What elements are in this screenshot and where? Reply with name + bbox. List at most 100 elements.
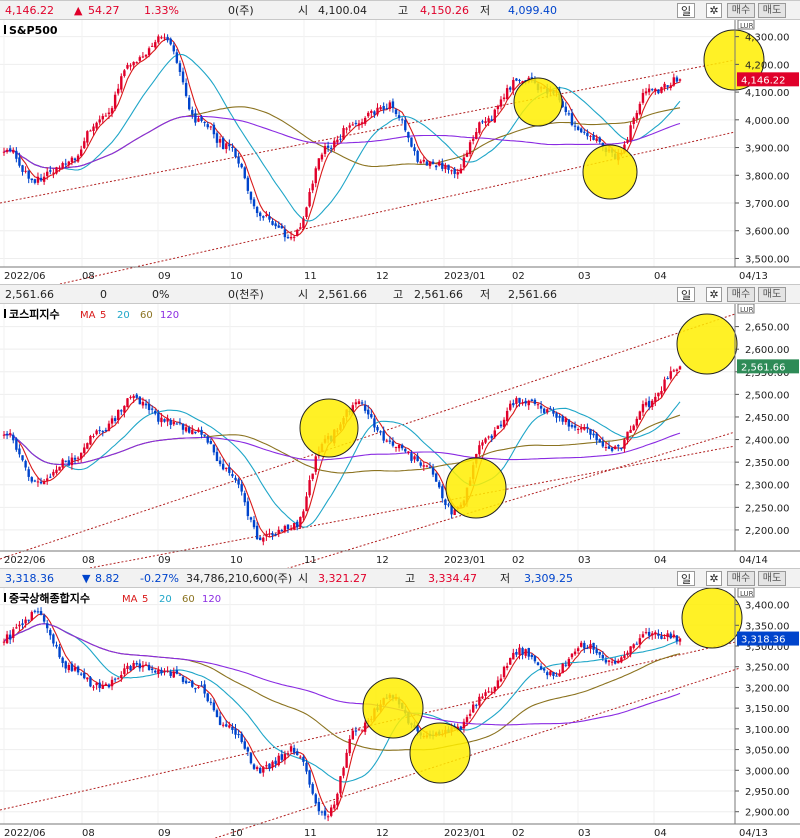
- candle-body: [197, 686, 200, 688]
- candle-body: [58, 466, 61, 471]
- candle-body: [286, 237, 290, 239]
- sell-button[interactable]: 매도: [758, 287, 786, 302]
- candle-body: [104, 429, 108, 432]
- y-tick-label: 2,350.00: [745, 458, 790, 469]
- period-selector[interactable]: 일: [677, 287, 696, 302]
- candle-body: [407, 132, 410, 138]
- candle-body: [280, 530, 284, 532]
- candle-body: [141, 401, 145, 406]
- candle-body: [218, 716, 222, 725]
- candle-body: [286, 524, 290, 529]
- candle-body: [604, 659, 608, 663]
- candle-body: [552, 672, 555, 676]
- settings-icon[interactable]: ✲: [706, 571, 722, 586]
- candle-body: [484, 438, 487, 443]
- candle-body: [203, 684, 206, 694]
- candle-body: [107, 112, 111, 115]
- candle-body: [456, 726, 459, 730]
- sell-button[interactable]: 매도: [758, 571, 786, 586]
- candle-body: [669, 633, 672, 639]
- candle-body: [675, 77, 679, 82]
- candle-body: [357, 401, 361, 405]
- candle-body: [259, 212, 262, 217]
- title-marker: [4, 593, 6, 602]
- candle-body: [144, 403, 148, 406]
- candle-body: [172, 422, 175, 425]
- x-tick-label: 12: [376, 828, 389, 838]
- y-tick-label: 3,900.00: [745, 144, 790, 155]
- candle-body: [444, 499, 447, 506]
- settings-icon[interactable]: ✲: [706, 3, 722, 18]
- candle-body: [132, 662, 135, 670]
- candle-body: [83, 447, 86, 454]
- candle-body: [580, 642, 583, 647]
- candle-body: [564, 106, 567, 113]
- last-price-label: 2,561.66: [741, 362, 786, 373]
- candle-body: [431, 467, 435, 475]
- candle-body: [567, 658, 571, 666]
- candle-body: [583, 131, 586, 133]
- candle-body: [98, 430, 101, 432]
- candle-body: [363, 405, 367, 411]
- settings-icon[interactable]: ✲: [706, 287, 722, 302]
- candle-body: [604, 446, 608, 448]
- candle-body: [425, 161, 429, 166]
- candle-body: [79, 149, 83, 156]
- candle-body: [549, 671, 552, 676]
- buy-button[interactable]: 매수: [727, 3, 755, 18]
- candle-body: [555, 675, 558, 677]
- candle-body: [49, 476, 52, 478]
- period-selector[interactable]: 일: [677, 3, 696, 18]
- candle-body: [135, 662, 138, 665]
- candle-body: [666, 378, 669, 380]
- candle-body: [12, 434, 15, 441]
- candle-body: [67, 665, 71, 671]
- candle-body: [5, 634, 9, 644]
- candle-body: [150, 408, 154, 410]
- candle-body: [496, 106, 500, 110]
- candle-body: [462, 157, 466, 168]
- change-percent: 0%: [152, 288, 170, 301]
- candle-body: [607, 660, 611, 662]
- candle-body: [493, 109, 496, 123]
- candle-body: [308, 770, 311, 785]
- candle-body: [169, 38, 172, 45]
- buy-button[interactable]: 매수: [727, 571, 755, 586]
- candle-body: [42, 176, 46, 182]
- candle-body: [76, 666, 80, 673]
- candle-body: [626, 139, 629, 143]
- candle-body: [515, 398, 518, 404]
- candle-body: [249, 517, 253, 520]
- candle-body: [644, 402, 648, 406]
- candle-body: [126, 665, 129, 670]
- buy-button[interactable]: 매수: [727, 287, 755, 302]
- candle-body: [598, 651, 601, 655]
- candle-body: [647, 88, 651, 93]
- candle-body: [255, 206, 259, 214]
- candle-body: [265, 765, 268, 767]
- candle-body: [113, 678, 117, 680]
- candle-body: [243, 741, 246, 749]
- candle-body: [206, 436, 209, 443]
- sp500-chart: 3,500.00 3,600.00 3,700.00 3,800.00 3,900.00…: [0, 20, 800, 284]
- candle-body: [542, 408, 546, 413]
- candle-body: [370, 110, 373, 113]
- candle-body: [561, 416, 564, 422]
- candle-body: [564, 664, 567, 666]
- candle-body: [675, 635, 679, 642]
- candle-body: [274, 760, 277, 765]
- candle-body: [305, 207, 308, 217]
- candle-body: [46, 623, 49, 629]
- candle-body: [200, 429, 203, 435]
- candle-body: [617, 445, 620, 447]
- sell-button[interactable]: 매도: [758, 3, 786, 18]
- candle-body: [15, 150, 18, 159]
- candle-body: [407, 451, 410, 453]
- open-value: 2,561.66: [318, 288, 367, 301]
- candle-body: [237, 734, 240, 736]
- period-selector[interactable]: 일: [677, 571, 696, 586]
- candle-body: [231, 147, 234, 149]
- candle-body: [39, 481, 43, 484]
- ma120-label: 120: [160, 310, 179, 321]
- change-arrow: ▲: [74, 4, 83, 17]
